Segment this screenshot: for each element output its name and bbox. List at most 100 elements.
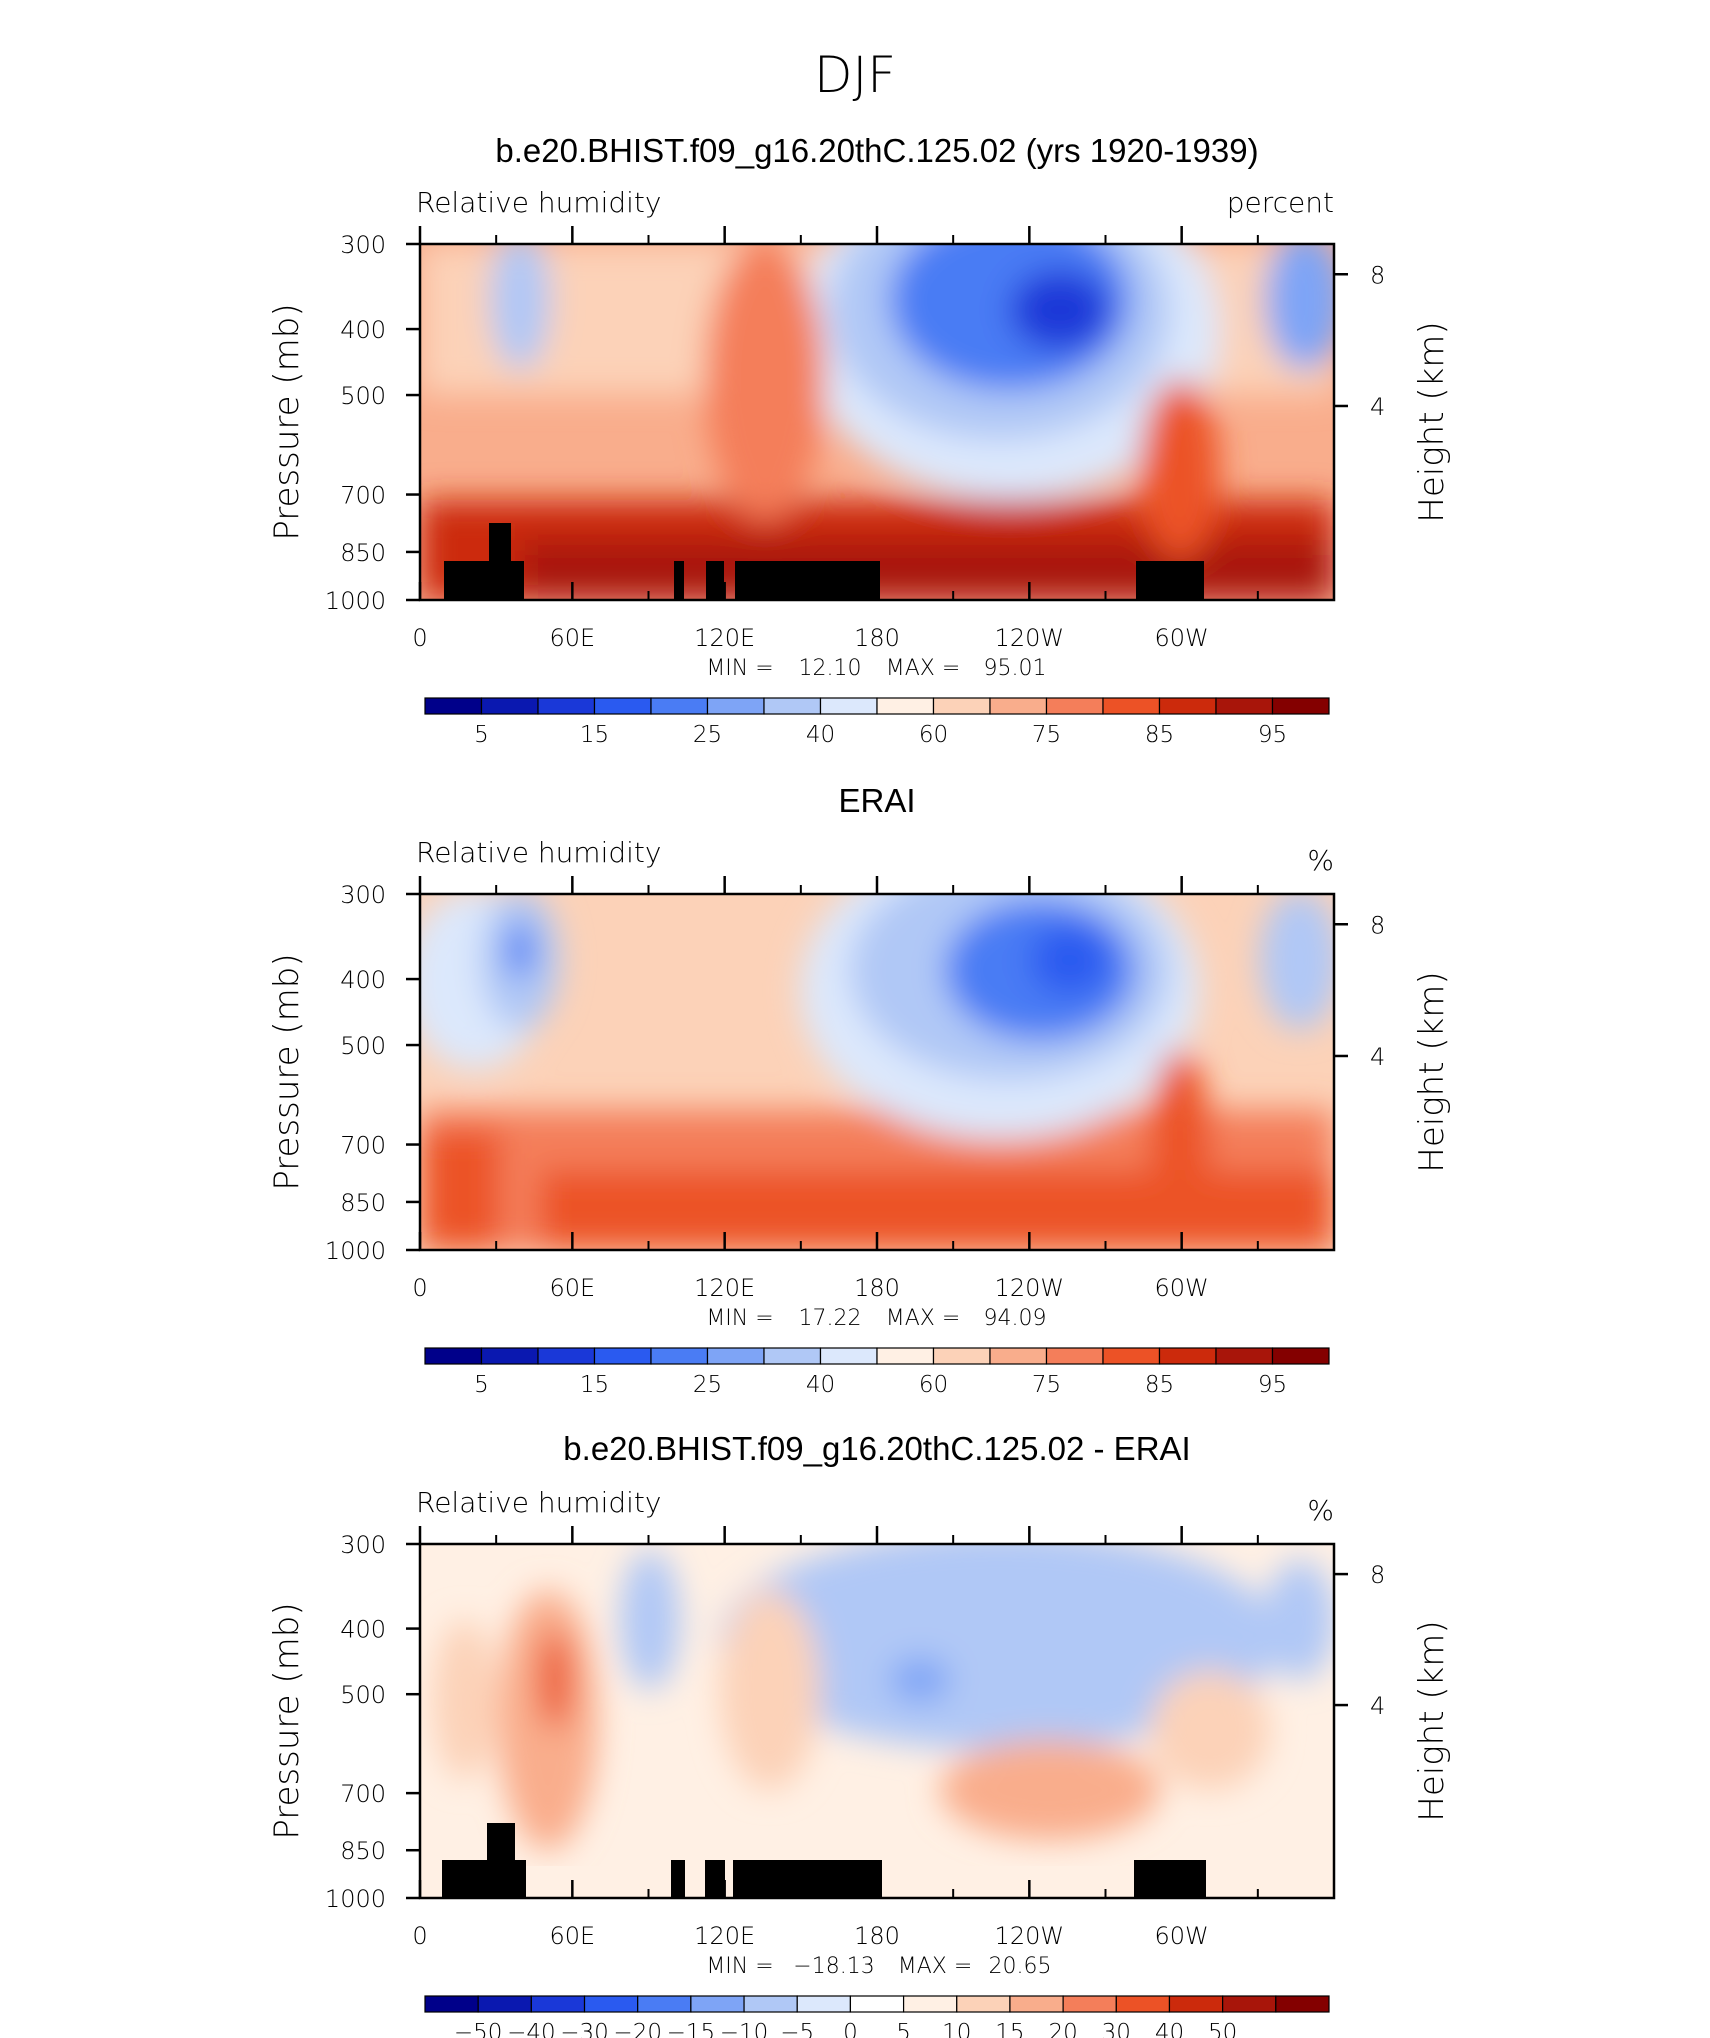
- variable-label: Relative humidity: [416, 1486, 661, 1519]
- panel-title: ERAI: [838, 782, 915, 819]
- y2-tick-label: 4: [1370, 1692, 1385, 1720]
- colorbar-box: [530, 1995, 586, 2013]
- colorbar-box: [1102, 1347, 1161, 1365]
- y-axis-title: Pressure (mb): [267, 303, 307, 540]
- units-label: %: [1307, 844, 1334, 877]
- colorbar-label: 10: [942, 2020, 971, 2038]
- colorbar-label: 25: [693, 1372, 722, 1398]
- colorbar-box: [1009, 1995, 1064, 2013]
- colorbar-label: −50: [454, 2020, 503, 2038]
- x-tick-label: 60E: [549, 1274, 595, 1302]
- colorbar-box: [1215, 697, 1274, 715]
- topography-6: [1134, 1860, 1206, 1898]
- min-label: MIN =: [706, 1954, 773, 1979]
- colorbar-box: [1102, 697, 1161, 715]
- y-axis-title: Pressure (mb): [267, 1602, 307, 1839]
- colorbar-box: [424, 1995, 479, 2013]
- x-tick-label: 60W: [1155, 1922, 1209, 1950]
- x-tick-label: 120E: [694, 1274, 755, 1302]
- max-label: MAX =: [886, 1306, 961, 1331]
- colorbar-box: [819, 1347, 878, 1365]
- y-tick-label: 300: [340, 1531, 386, 1559]
- colorbar-label: 50: [1208, 2020, 1237, 2038]
- panel-title: b.e20.BHIST.f09_g16.20thC.125.02 - ERAI: [563, 1430, 1190, 1467]
- colorbar-box: [480, 697, 539, 715]
- colorbar-label: 5: [474, 722, 489, 748]
- andes-moist: [1140, 380, 1220, 560]
- colorbar-box: [989, 1347, 1048, 1365]
- y2-axis-title: Height (km): [1412, 971, 1452, 1172]
- y2-axis-title: Height (km): [1412, 1620, 1452, 1821]
- colorbar-label: −20: [613, 2020, 662, 2038]
- colorbar-label: 30: [1102, 2020, 1131, 2038]
- x-tick-label: 0: [412, 1922, 427, 1950]
- topography-6: [1136, 561, 1204, 600]
- colorbar-label: 75: [1032, 722, 1061, 748]
- x-tick-label: 120W: [995, 1922, 1065, 1950]
- colorbar-box: [932, 1347, 991, 1365]
- atlantic-dry: [1260, 894, 1334, 1030]
- colorbar-box: [1275, 1995, 1330, 2013]
- colorbar-box: [763, 1347, 822, 1365]
- colorbar-label: 60: [919, 1372, 948, 1398]
- colorbar-label: 85: [1145, 1372, 1174, 1398]
- y-tick-label: 700: [340, 482, 386, 510]
- colorbar-box: [650, 697, 709, 715]
- colorbar-box: [583, 1995, 639, 2013]
- africa-positive-core: [539, 1630, 571, 1730]
- colorbar-box: [1045, 1347, 1104, 1365]
- colorbar-label: −10: [720, 2020, 769, 2038]
- x-tick-label: 60W: [1155, 624, 1209, 652]
- colorbar-label: 5: [896, 2020, 911, 2038]
- colorbar-box: [1222, 1995, 1277, 2013]
- x-tick-label: 180: [854, 624, 900, 652]
- y-tick-label: 400: [340, 1616, 386, 1644]
- variable-label: Relative humidity: [416, 836, 661, 869]
- atlantic-dry: [1265, 244, 1334, 370]
- pacific-driest: [1010, 270, 1110, 350]
- x-tick-label: 180: [854, 1922, 900, 1950]
- africa-dry-core: [506, 922, 534, 978]
- min-label: MIN =: [706, 656, 773, 681]
- panel-reanalysis: ERAI Relative humidity % 0 60E 120E 180 120W…: [267, 782, 1452, 1398]
- panel-difference: b.e20.BHIST.f09_g16.20thC.125.02 - ERAI …: [267, 1430, 1452, 2038]
- indian-negative: [620, 1550, 680, 1690]
- south-america-positive: [1150, 1670, 1270, 1790]
- colorbar-box: [876, 1347, 935, 1365]
- indonesia-moist: [705, 244, 825, 520]
- x-tick-label: 120W: [995, 624, 1065, 652]
- colorbar-box: [1215, 1347, 1274, 1365]
- topography-4: [706, 561, 724, 600]
- colorbar-label: 25: [693, 722, 722, 748]
- y-tick-label: 400: [340, 966, 386, 994]
- y2-tick-label: 8: [1370, 261, 1385, 289]
- colorbar-box: [637, 1995, 692, 2013]
- east-pacific-positive: [940, 1740, 1160, 1840]
- colorbar-label: −15: [667, 2020, 716, 2038]
- colorbar-box: [480, 1347, 539, 1365]
- y-tick-label: 500: [340, 1681, 386, 1709]
- colorbar: 5 15 25 40 60 75 85 95: [424, 697, 1330, 748]
- y-tick-label: 300: [340, 881, 386, 909]
- colorbar-label: 60: [919, 722, 948, 748]
- pacific-negative-core: [890, 1658, 950, 1702]
- topography-3: [674, 561, 684, 600]
- contour-field: [420, 244, 1334, 600]
- min-value: 12.10: [799, 656, 862, 681]
- colorbar-box: [1045, 697, 1104, 715]
- colorbar-box: [1158, 1347, 1217, 1365]
- contour-field: [420, 1544, 1334, 1898]
- variable-label: Relative humidity: [416, 186, 661, 219]
- max-value: 95.01: [984, 656, 1047, 681]
- africa-moist: [420, 1130, 500, 1250]
- y-tick-label: 1000: [325, 587, 386, 615]
- colorbar-box: [1168, 1995, 1224, 2013]
- colorbar-box: [593, 697, 652, 715]
- topography-5: [735, 561, 880, 600]
- colorbar-box: [477, 1995, 532, 2013]
- y-tick-label: 1000: [325, 1237, 386, 1265]
- colorbar-box: [1271, 1347, 1330, 1365]
- colorbar-box: [902, 1995, 958, 2013]
- colorbar-label: 40: [806, 722, 835, 748]
